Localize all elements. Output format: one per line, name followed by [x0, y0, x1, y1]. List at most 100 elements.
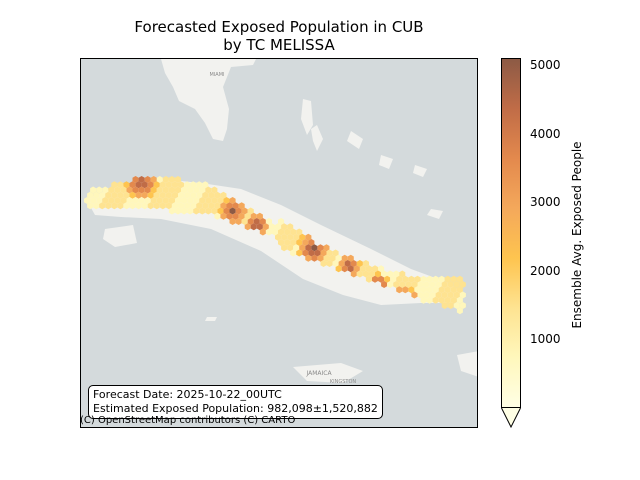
exposure-hex-cell — [396, 275, 403, 283]
exposure-hex-cell — [265, 218, 272, 225]
exposure-hex-cell — [438, 286, 445, 294]
exposure-hex-cell — [150, 186, 157, 194]
exposure-hex-cell — [235, 218, 242, 225]
exposure-hex-cell — [129, 191, 136, 199]
exposure-hex-cell — [129, 202, 136, 210]
exposure-hex-cell — [196, 191, 203, 199]
exposure-hex-cell — [356, 270, 363, 278]
exposure-hex-cell — [244, 223, 251, 231]
exposure-hex-cell — [411, 281, 418, 288]
exposure-hex-cell — [132, 176, 139, 183]
exposure-hex-cell — [214, 191, 221, 199]
exposure-hex-cell — [105, 191, 112, 199]
exposure-hex-cell — [171, 191, 178, 199]
exposure-hex-cell — [390, 275, 397, 283]
exposure-hex-cell — [338, 260, 345, 267]
exposure-hex-cell — [426, 286, 433, 294]
exposure-hex-cell — [229, 197, 236, 204]
exposure-hex-cell — [281, 233, 288, 241]
exposure-hex-cell — [290, 228, 297, 236]
exposure-hex-cell — [135, 191, 142, 199]
exposure-hex-cell — [114, 197, 121, 204]
exposure-hex-cell — [84, 197, 91, 204]
exposure-hex-cell — [278, 218, 285, 225]
exposure-hex-cell — [141, 191, 148, 199]
exposure-hex-cell — [126, 186, 133, 194]
exposure-hex-cell — [199, 186, 206, 194]
exposure-hex-cell — [99, 191, 106, 199]
exposure-hex-cell — [259, 218, 266, 225]
exposure-hex-cell — [417, 291, 424, 299]
exposure-hex-cell — [138, 186, 145, 194]
exposure-hex-cell — [299, 244, 306, 252]
exposure-hex-cell — [353, 265, 360, 273]
exposure-hex-cell — [444, 296, 451, 304]
exposure-hex-cell — [135, 181, 142, 189]
exposure-hex-cell — [393, 270, 400, 278]
exposure-hex-cell — [287, 223, 294, 231]
exposure-hex-cell — [378, 265, 385, 273]
exposure-hex-cell — [196, 181, 203, 189]
exposure-hex-cell — [223, 197, 230, 204]
exposure-hex-cell — [265, 228, 272, 236]
exposure-hex-cell — [341, 254, 348, 262]
exposure-hex-cell — [184, 181, 191, 189]
exposure-hex-cell — [229, 218, 236, 225]
exposure-hex-cell — [93, 191, 100, 199]
exposure-hex-cell — [175, 207, 181, 215]
exposure-hex-cell — [326, 249, 333, 257]
bahamas-island — [413, 165, 427, 177]
exposure-hex-cell — [190, 202, 197, 210]
cayman-island — [205, 317, 217, 321]
exposure-hex-cell — [111, 181, 118, 189]
bahamas-island — [311, 125, 323, 151]
exposure-hex-cell — [256, 212, 263, 220]
exposure-hex-cell — [287, 244, 294, 252]
exposure-hex-cell — [205, 186, 212, 194]
exposure-hex-cell — [326, 260, 333, 267]
exposure-hex-cell — [156, 176, 163, 183]
exposure-hex-cell — [159, 181, 166, 189]
exposure-hex-cell — [347, 265, 354, 273]
exposure-hex-cell — [114, 186, 121, 194]
exposure-hex-cell — [435, 281, 442, 288]
exposure-hex-cell — [187, 207, 194, 215]
exposure-hex-cell — [202, 191, 209, 199]
exposure-hex-cell — [190, 191, 197, 199]
exposure-hex-cell — [153, 181, 160, 189]
exposure-hex-cell — [365, 275, 372, 283]
exposure-hex-cell — [111, 191, 118, 199]
exposure-hex-cell — [247, 207, 254, 215]
colorbar-tick-label: 5000 — [530, 58, 561, 73]
exposure-hex-cell — [123, 202, 130, 210]
exposure-hex-cell — [259, 228, 266, 236]
exposure-hex-cell — [393, 281, 400, 288]
exposure-hex-cell — [123, 191, 130, 199]
exposure-hex-cell — [441, 281, 448, 288]
exposure-hex-cell — [147, 191, 154, 199]
exposure-hex-cell — [308, 239, 315, 246]
jamaica-landmass — [293, 363, 363, 383]
colorbar-gradient — [501, 58, 521, 408]
exposure-hex-cell — [102, 197, 109, 204]
exposure-hex-cell — [208, 202, 215, 210]
florida-landmass — [161, 59, 256, 141]
exposure-hex-cell — [90, 186, 97, 194]
exposure-hex-cell — [211, 207, 218, 215]
map-panel[interactable]: JAMAICA KINGSTON MIAMI — [80, 58, 478, 428]
exposure-hex-cell — [287, 233, 294, 241]
exposure-hex-cell — [444, 275, 451, 283]
bahamas-island — [301, 99, 313, 135]
exposure-hex-cell — [175, 186, 181, 194]
exposure-hex-cell — [193, 186, 200, 194]
exposure-hex-cell — [193, 207, 200, 215]
exposure-hex-cell — [226, 212, 233, 220]
exposure-hex-cell — [447, 302, 454, 309]
exposure-hex-cell — [399, 270, 406, 278]
exposure-hex-cell — [435, 291, 442, 299]
exposure-hex-cell — [347, 254, 354, 262]
exposure-hex-cell — [108, 197, 115, 204]
exposure-hex-cell — [314, 249, 321, 257]
exposure-hex-cell — [165, 202, 172, 210]
exposure-hex-cell — [317, 254, 324, 262]
